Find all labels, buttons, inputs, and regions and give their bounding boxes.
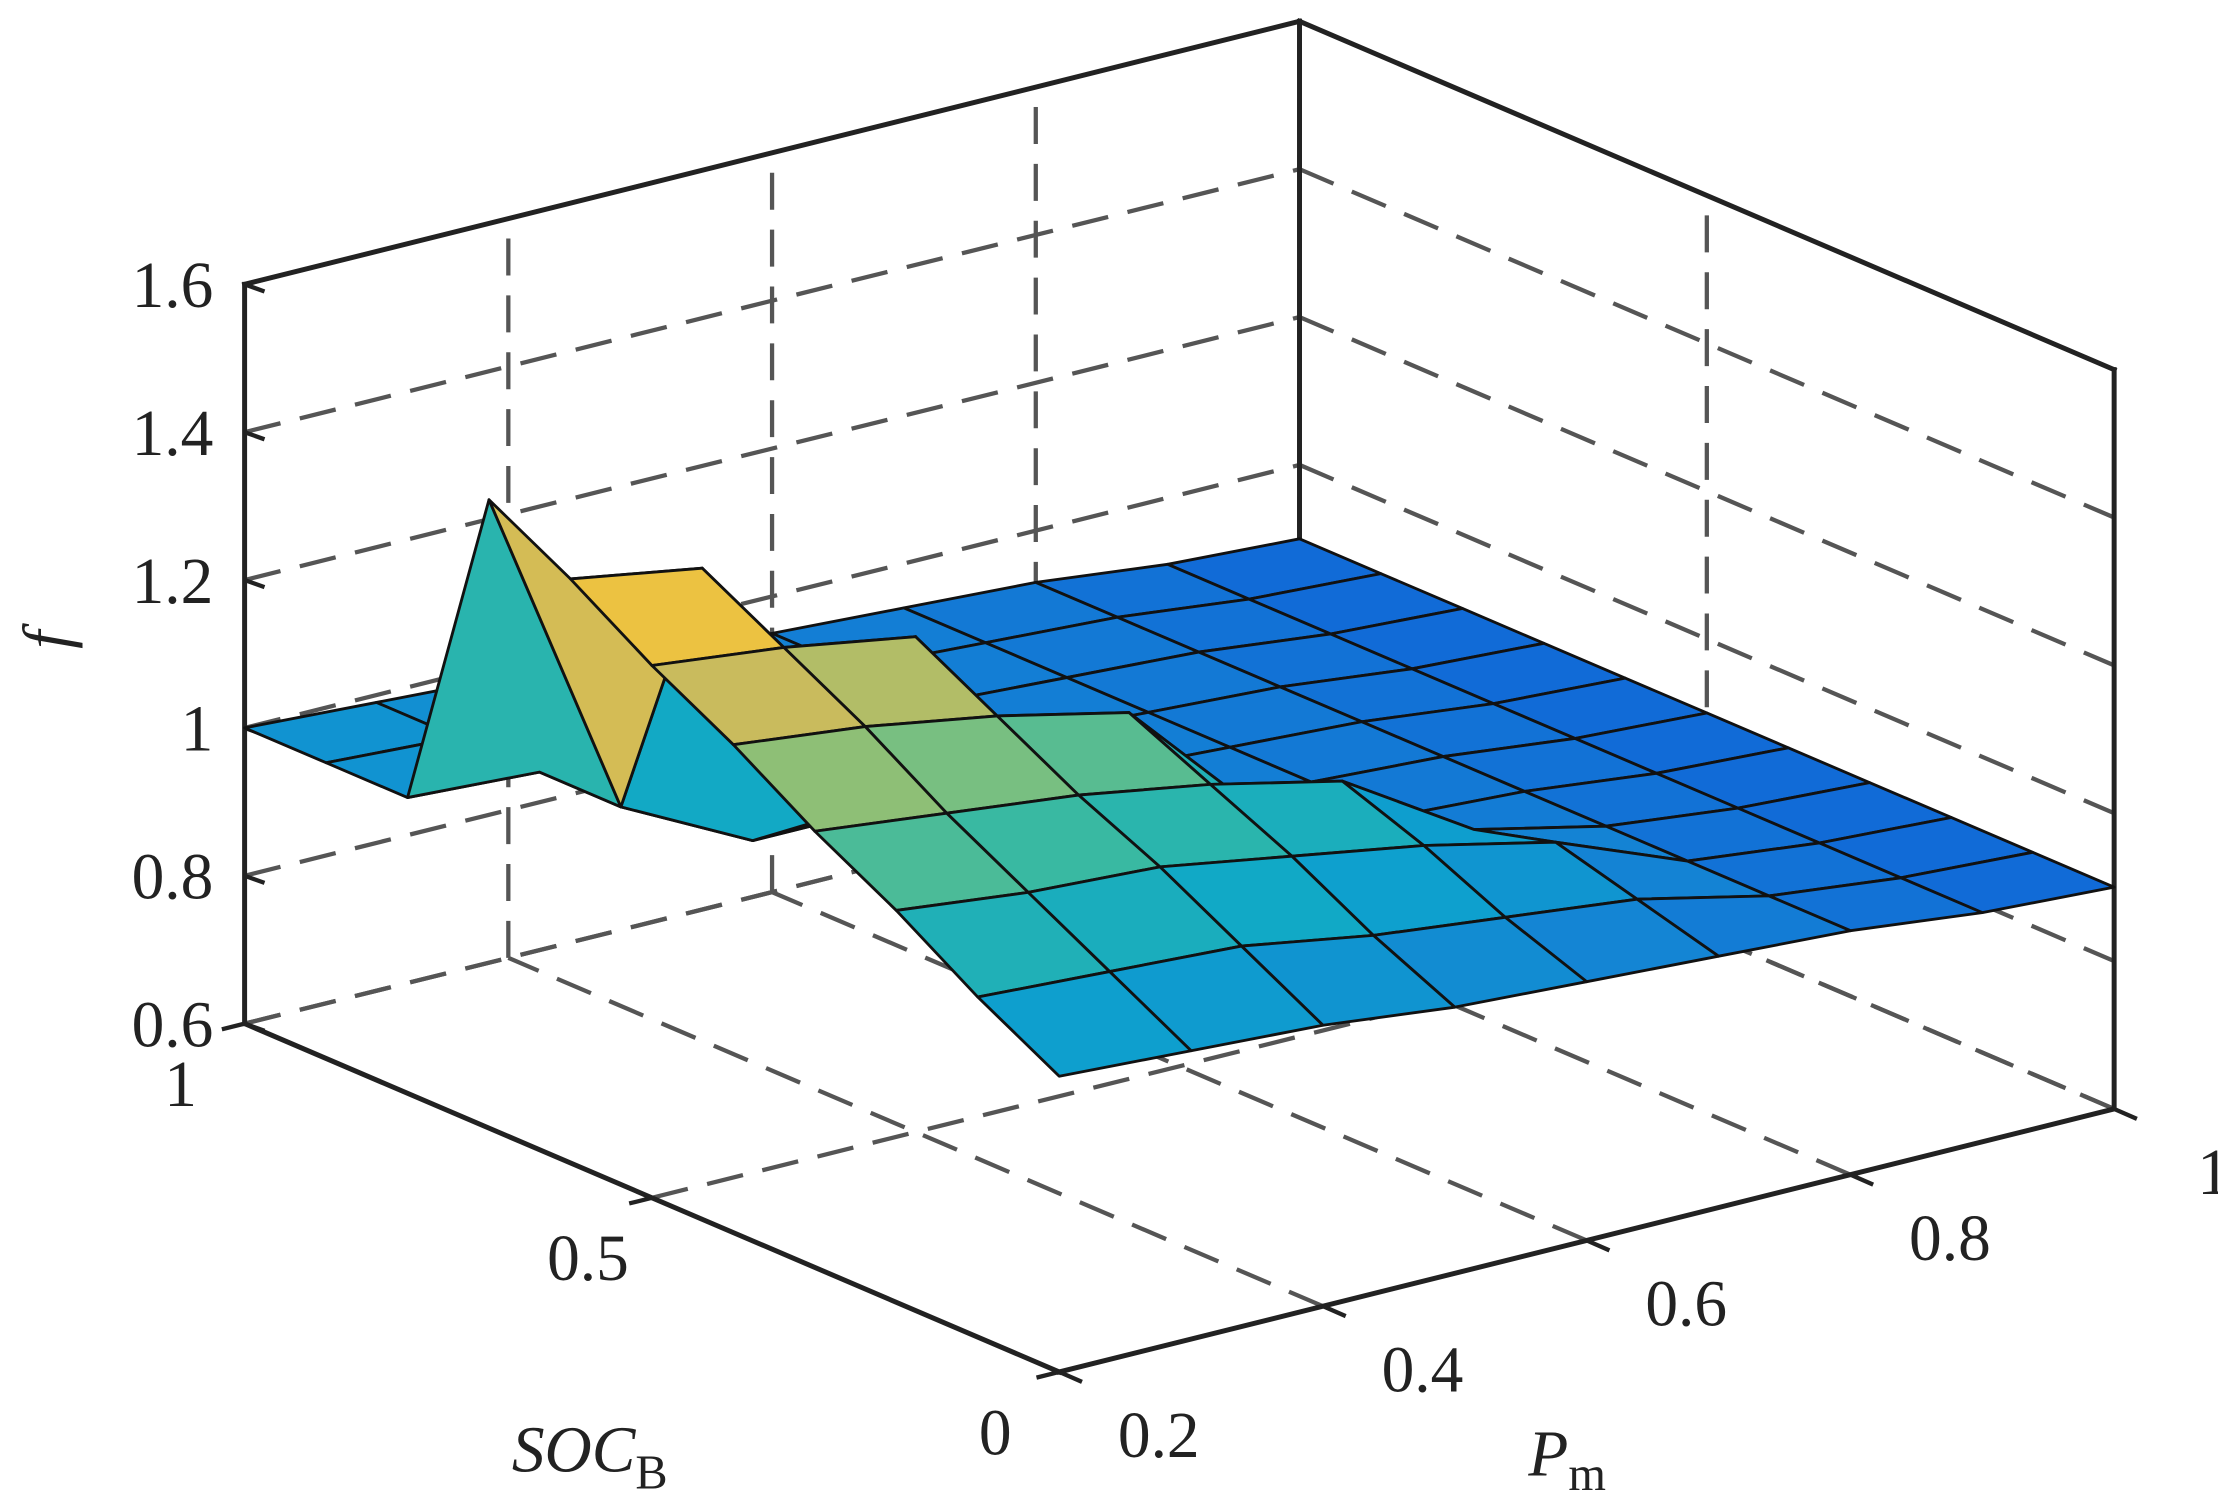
- tick-mark: [2113, 1106, 2138, 1121]
- tick-mark: [243, 282, 266, 294]
- y-axis-label: SOCB: [512, 1414, 668, 1499]
- tick-mark: [1322, 1304, 1347, 1319]
- grid-line: [1034, 824, 1852, 1177]
- grid-line: [507, 955, 1324, 1309]
- y-axis-label-main: SOC: [512, 1414, 637, 1486]
- grid-line: [1298, 315, 2115, 668]
- y-tick-label: 1: [164, 1049, 197, 1121]
- z-tick-label: 1: [181, 694, 214, 766]
- x-tick-label: 1: [2197, 1137, 2218, 1209]
- axis-line: [241, 18, 1303, 288]
- z-tick-label: 1.2: [132, 546, 214, 618]
- grid-line: [1298, 758, 2115, 1111]
- grid-line: [244, 314, 1301, 583]
- tick-mark: [1585, 1238, 1611, 1253]
- x-axis-label-sub: m: [1568, 1448, 1606, 1501]
- grid-line: [1298, 167, 2115, 520]
- tick-mark: [1058, 1369, 1083, 1384]
- x-tick-label: 0.2: [1118, 1400, 1200, 1472]
- x-tick-label: 0.6: [1645, 1269, 1727, 1341]
- tick-mark: [243, 430, 266, 442]
- tick-mark: [243, 873, 266, 885]
- x-tick-label: 0.8: [1909, 1203, 1991, 1275]
- grid-line: [244, 758, 1301, 1026]
- z-axis-label: f: [11, 623, 83, 649]
- y-tick-label: 0: [979, 1397, 1012, 1469]
- x-axis-label: Pm: [1527, 1419, 1606, 1501]
- x-tick-label: 0.4: [1382, 1334, 1464, 1406]
- tick-mark: [243, 578, 266, 590]
- tick-mark: [243, 1021, 266, 1033]
- z-tick-label: 1.6: [132, 250, 214, 322]
- tick-mark: [221, 1021, 246, 1032]
- grid-line: [244, 167, 1301, 435]
- surface-patch: [976, 970, 1193, 1078]
- axis-line: [1296, 18, 2118, 373]
- axes-back: 0.6 0.8 1 1.2 1.4 1.6 0.2 0.4 0.6 0.8 1 0 0.5 1: [132, 18, 2218, 1472]
- tick-mark: [1035, 1369, 1060, 1380]
- surface: [243, 498, 2116, 1078]
- grid-line: [1298, 462, 2115, 816]
- tick-mark: [628, 1195, 653, 1206]
- z-tick-label: 0.6: [132, 989, 214, 1061]
- grid-line: [244, 462, 1301, 730]
- x-axis-label-main: P: [1527, 1419, 1568, 1491]
- z-tick-label: 1.4: [132, 398, 214, 470]
- grid-line: [651, 932, 1708, 1200]
- y-tick-label: 0.5: [547, 1223, 629, 1295]
- y-axis-label-sub: B: [635, 1447, 667, 1500]
- grid-line: [771, 890, 1588, 1243]
- tick-mark: [1849, 1172, 1875, 1187]
- z-tick-label: 0.8: [132, 842, 214, 914]
